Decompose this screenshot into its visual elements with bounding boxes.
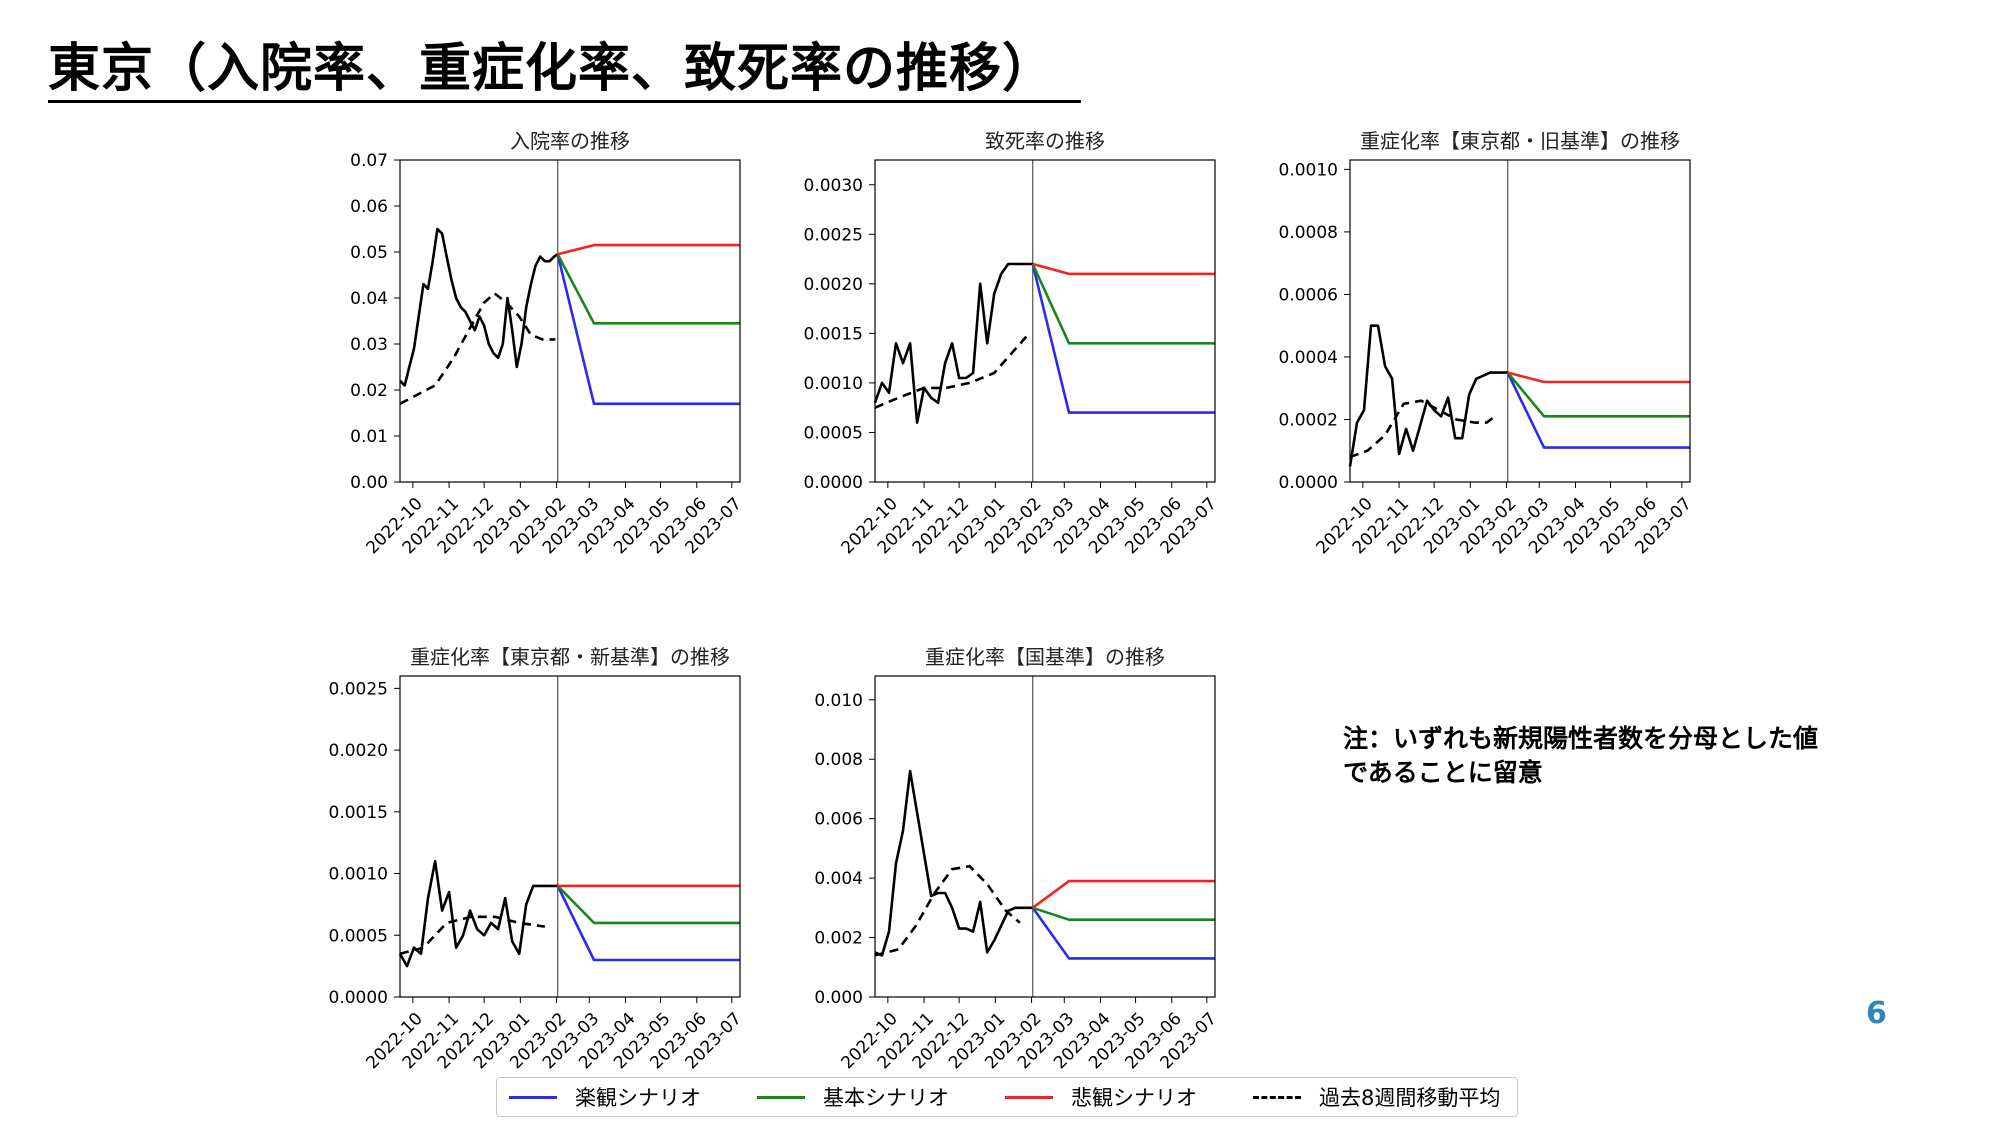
y-tick-label: 0.0005 bbox=[804, 423, 863, 443]
y-tick-label: 0.008 bbox=[814, 750, 863, 770]
series-line-basic bbox=[1506, 371, 1690, 418]
series-line-avg bbox=[399, 915, 546, 956]
legend-swatch-pessimistic bbox=[1005, 1095, 1053, 1099]
y-tick-label: 0.0000 bbox=[1279, 473, 1338, 493]
y-tick-label: 0.000 bbox=[814, 988, 863, 1008]
plot-frame bbox=[874, 159, 1216, 483]
y-tick-label: 0.00 bbox=[350, 473, 388, 493]
legend-label-optimistic: 楽観シナリオ bbox=[575, 1086, 701, 1110]
y-tick-label: 0.0025 bbox=[329, 679, 388, 699]
legend-swatch-optimistic bbox=[509, 1095, 557, 1099]
series-line-past bbox=[399, 227, 559, 387]
legend: 楽観シナリオ 基本シナリオ 悲観シナリオ 過去8週間移動平均 bbox=[496, 1077, 1518, 1117]
y-tick-label: 0.006 bbox=[814, 810, 863, 830]
page-title: 東京（入院率、重症化率、致死率の推移） bbox=[48, 39, 1082, 103]
chart-title: 重症化率【国基準】の推移 bbox=[925, 645, 1165, 669]
y-tick-label: 0.0020 bbox=[329, 741, 388, 761]
chart-panel-1: 入院率の推移0.000.010.020.030.040.050.060.0720… bbox=[350, 129, 746, 558]
y-tick-label: 0.0005 bbox=[329, 926, 388, 946]
y-tick-label: 0.07 bbox=[350, 151, 388, 171]
y-tick-label: 0.0002 bbox=[1279, 410, 1338, 430]
y-tick-label: 0.04 bbox=[350, 289, 388, 309]
y-tick-label: 0.002 bbox=[814, 929, 863, 949]
footnote: 注：いずれも新規陽性者数を分母とした値 であることに留意 bbox=[1343, 724, 1819, 787]
y-tick-label: 0.0030 bbox=[804, 176, 863, 196]
series-line-past bbox=[1348, 324, 1508, 467]
legend-item-basic: 基本シナリオ bbox=[757, 1082, 949, 1112]
series-line-optimistic bbox=[1031, 263, 1215, 414]
y-tick-label: 0.0006 bbox=[1279, 285, 1338, 305]
y-tick-label: 0.0008 bbox=[1279, 223, 1338, 243]
y-tick-label: 0.01 bbox=[350, 427, 388, 447]
y-tick-label: 0.0004 bbox=[1279, 348, 1338, 368]
legend-item-optimistic: 楽観シナリオ bbox=[509, 1082, 701, 1112]
series-line-optimistic bbox=[556, 885, 740, 962]
chart-title: 重症化率【東京都・旧基準】の推移 bbox=[1360, 129, 1680, 153]
y-tick-label: 0.0010 bbox=[1279, 160, 1338, 180]
y-tick-label: 0.004 bbox=[814, 869, 863, 889]
y-tick-label: 0.0015 bbox=[329, 803, 388, 823]
series-line-pessimistic bbox=[1031, 879, 1215, 909]
plot-frame bbox=[399, 675, 741, 998]
chart-panel-5: 重症化率【国基準】の推移 0.000 0.002 0.004 0.006 0.008 0.0… bbox=[814, 645, 1221, 1073]
y-tick-label: 0.0000 bbox=[329, 988, 388, 1008]
series-line-pessimistic bbox=[1507, 371, 1690, 384]
legend-label-moving-average: 過去8週間移動平均 bbox=[1319, 1086, 1501, 1110]
series-line-pessimistic bbox=[1032, 262, 1215, 276]
y-tick-label: 0.02 bbox=[350, 381, 388, 401]
series-line-optimistic bbox=[1506, 372, 1690, 449]
series-line-basic bbox=[556, 884, 740, 925]
plot-frame bbox=[399, 159, 741, 483]
legend-swatch-basic bbox=[757, 1095, 805, 1099]
y-tick-label: 0.0010 bbox=[329, 865, 388, 885]
series-line-basic bbox=[1032, 906, 1215, 922]
y-tick-label: 0.0000 bbox=[804, 473, 863, 493]
y-tick-label: 0.06 bbox=[350, 197, 388, 217]
plot-frame bbox=[874, 675, 1216, 998]
legend-item-moving-average: 過去8週間移動平均 bbox=[1253, 1082, 1500, 1112]
chart-panel-3: 重症化率【東京都・旧基準】の推移 0.0000 0.0002 0.0004 0.0006… bbox=[1279, 129, 1696, 558]
chart-panel-2: 致死率の推移 0.0000 0.0005 0.0010 0.0015 0.0020 0.00… bbox=[804, 129, 1221, 558]
y-tick-label: 0.0015 bbox=[804, 324, 863, 344]
series-line-avg bbox=[874, 864, 1021, 957]
chart-title: 入院率の推移 bbox=[510, 129, 630, 153]
legend-item-pessimistic: 悲観シナリオ bbox=[1005, 1082, 1197, 1112]
legend-swatch-moving-average bbox=[1253, 1095, 1301, 1099]
y-tick-label: 0.010 bbox=[814, 691, 863, 711]
chart-title: 重症化率【東京都・新基準】の推移 bbox=[410, 645, 730, 669]
y-tick-label: 0.0020 bbox=[804, 275, 863, 295]
series-line-basic bbox=[1031, 263, 1215, 345]
chart-title: 致死率の推移 bbox=[985, 129, 1105, 153]
legend-label-basic: 基本シナリオ bbox=[823, 1086, 949, 1110]
chart-panel-4: 重症化率【東京都・新基準】の推移 0.0000 0.0005 0.0010 0.0015… bbox=[329, 645, 746, 1073]
series-line-avg bbox=[399, 292, 556, 405]
series-line-past bbox=[873, 262, 1033, 424]
series-line-pessimistic bbox=[557, 243, 740, 256]
y-tick-label: 0.03 bbox=[350, 335, 388, 355]
y-tick-label: 0.0010 bbox=[804, 374, 863, 394]
legend-label-pessimistic: 悲観シナリオ bbox=[1071, 1086, 1197, 1110]
series-line-basic bbox=[556, 253, 740, 325]
y-tick-label: 0.0025 bbox=[804, 225, 863, 245]
page-number: 6 bbox=[1866, 996, 1887, 1031]
series-line-avg bbox=[1349, 399, 1496, 459]
plot-frame bbox=[1349, 159, 1691, 483]
series-line-optimistic bbox=[556, 253, 740, 406]
series-line-past bbox=[398, 859, 558, 968]
y-tick-label: 0.05 bbox=[350, 243, 388, 263]
series-line-past bbox=[874, 769, 1033, 957]
series-line-optimistic bbox=[1031, 907, 1215, 960]
